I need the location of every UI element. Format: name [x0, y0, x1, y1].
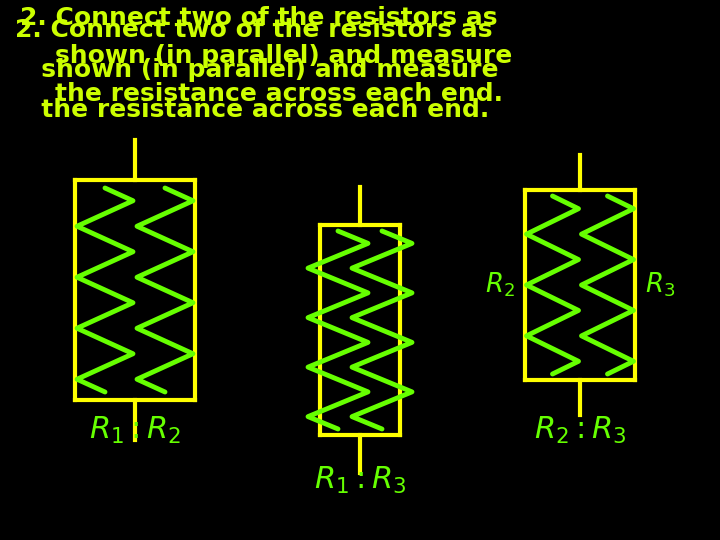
Text: shown (in parallel) and measure: shown (in parallel) and measure: [15, 58, 498, 82]
Text: $R_2 : R_3$: $R_2 : R_3$: [534, 415, 626, 446]
Text: the resistance across each end.: the resistance across each end.: [20, 82, 503, 106]
Text: shown (in parallel) and measure: shown (in parallel) and measure: [20, 44, 512, 68]
Text: 2. Connect two of the resistors as: 2. Connect two of the resistors as: [20, 6, 498, 30]
Text: $R_3$: $R_3$: [645, 271, 675, 299]
Text: $R_1 : R_2$: $R_1 : R_2$: [89, 415, 181, 446]
Text: 2. Connect two of the resistors as: 2. Connect two of the resistors as: [15, 18, 492, 42]
Text: $R_1 : R_3$: $R_1 : R_3$: [313, 464, 407, 496]
Text: $R_2$: $R_2$: [485, 271, 515, 299]
Text: the resistance across each end.: the resistance across each end.: [15, 98, 490, 122]
